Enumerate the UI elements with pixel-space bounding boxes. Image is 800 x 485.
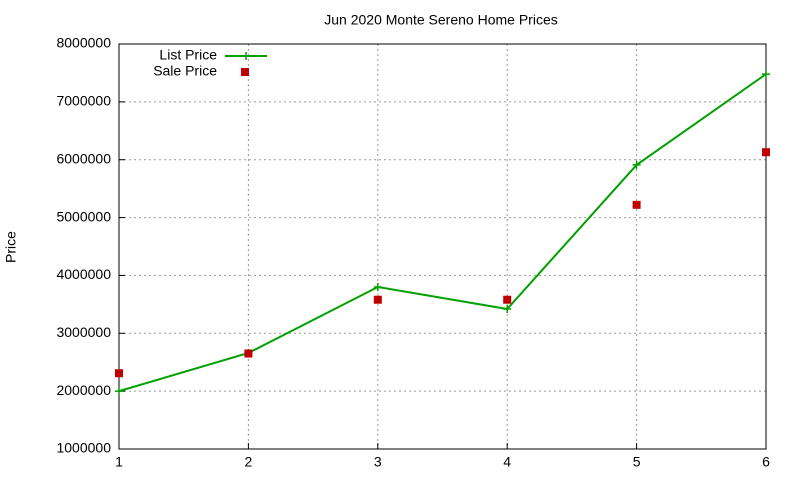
point-marker bbox=[115, 387, 123, 396]
point-marker bbox=[762, 148, 770, 157]
point-marker bbox=[244, 349, 253, 358]
point-marker bbox=[115, 369, 123, 378]
y-tick-label: 4000000 bbox=[56, 266, 111, 282]
point-marker bbox=[632, 160, 641, 169]
y-tick-label: 1000000 bbox=[56, 440, 111, 456]
point-marker bbox=[762, 70, 770, 79]
point-marker bbox=[373, 283, 382, 291]
legend-label: Sale Price bbox=[153, 63, 217, 79]
point-marker bbox=[373, 295, 382, 304]
legend-label: List Price bbox=[159, 47, 217, 63]
point-marker bbox=[503, 295, 512, 304]
y-tick-label: 8000000 bbox=[56, 35, 111, 51]
y-axis-label: Price bbox=[3, 231, 19, 263]
x-tick-label: 2 bbox=[245, 454, 253, 470]
x-tick-label: 5 bbox=[633, 454, 641, 470]
y-tick-label: 2000000 bbox=[56, 382, 111, 398]
series-line bbox=[118, 73, 767, 393]
legend-marker bbox=[242, 52, 250, 60]
y-tick-label: 6000000 bbox=[56, 150, 111, 166]
x-tick-label: 1 bbox=[115, 454, 123, 470]
y-tick-label: 7000000 bbox=[56, 93, 111, 109]
chart-title: Jun 2020 Monte Sereno Home Prices bbox=[324, 12, 557, 28]
point-marker bbox=[503, 304, 512, 313]
x-tick-label: 6 bbox=[762, 454, 770, 470]
point-marker bbox=[632, 200, 641, 209]
y-tick-label: 3000000 bbox=[56, 324, 111, 340]
x-tick-label: 3 bbox=[374, 454, 382, 470]
x-tick-label: 4 bbox=[503, 454, 511, 470]
legend-marker bbox=[241, 68, 249, 76]
y-tick-label: 5000000 bbox=[56, 208, 111, 224]
plot-frame bbox=[118, 43, 767, 450]
